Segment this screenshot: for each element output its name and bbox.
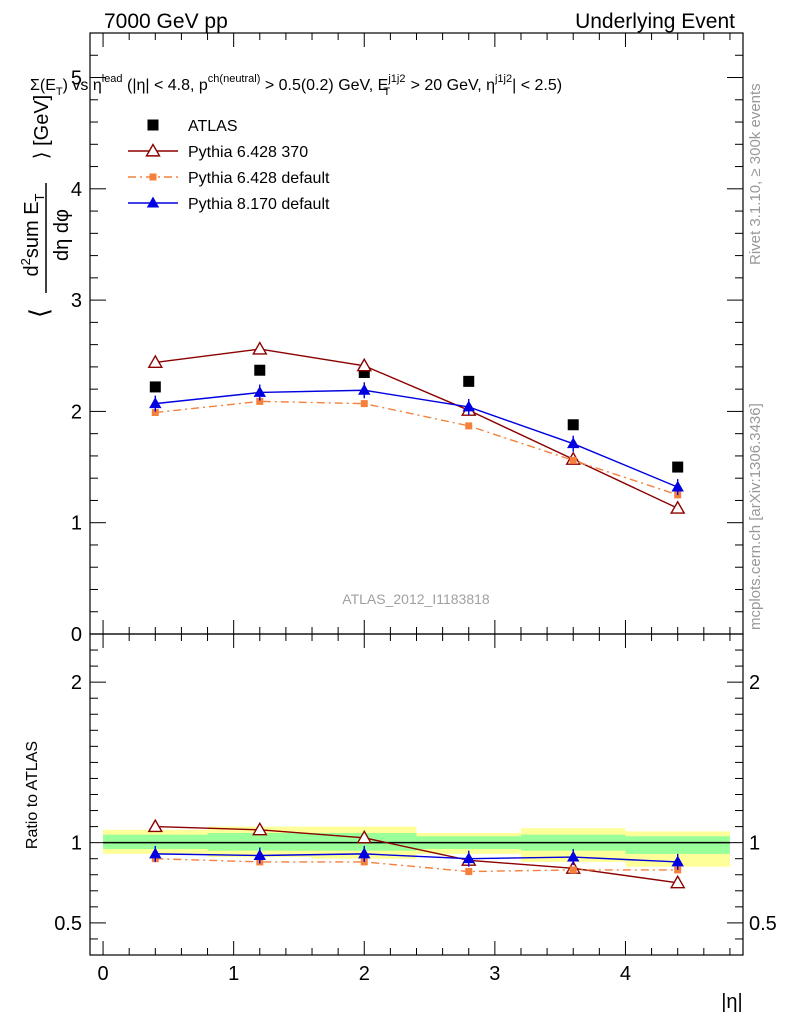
x-tick-label: 3 <box>489 963 500 985</box>
pythia6-370-point <box>252 341 268 355</box>
ratio-pythia8-point <box>253 849 266 860</box>
legend-label: Pythia 8.170 default <box>188 196 330 213</box>
y-label-bracket-open: ⟨ <box>24 308 54 318</box>
title-sub: T <box>383 86 390 98</box>
legend-label: Pythia 6.428 370 <box>188 144 308 161</box>
ratio-band-inner <box>625 836 730 854</box>
y-tick-label-right: 0.5 <box>749 913 777 935</box>
x-tick-label: 4 <box>620 963 631 985</box>
y-tick-label: 2 <box>71 401 82 423</box>
ratio-pythia8-point <box>149 847 162 859</box>
x-axis-label: |η| <box>721 991 743 1013</box>
atlas-point <box>567 419 579 431</box>
chart-title: Σ(ET) vs ηlead (|η| < 4.8, pch(neutral) … <box>30 73 562 98</box>
ratio-pythia6-370-point <box>252 821 268 836</box>
header-left: 7000 GeV pp <box>104 10 228 33</box>
y-tick-label: 0.5 <box>54 913 82 935</box>
y-tick-label-right: 1 <box>749 833 760 855</box>
pythia6-default-point <box>569 456 577 464</box>
ratio-frame <box>89 633 744 956</box>
y-tick-label-right: 2 <box>749 672 760 694</box>
ratio-band-inner <box>207 833 313 851</box>
pythia8-point <box>462 400 475 412</box>
ratio-series-line <box>155 853 678 863</box>
title-sup: lead <box>102 73 123 85</box>
y-label-unit: ⟩ [GeV] <box>31 95 53 160</box>
title-sub: T <box>56 86 63 98</box>
atlas-point <box>149 381 161 393</box>
ratio-panel: 0 1 2 3 4 0.5 0.5 1 1 2 2 <box>54 633 777 985</box>
y-axis-label-main: d2sum ET dη dφ ⟨ ⟩ [GeV] <box>18 95 73 318</box>
series-line <box>155 389 678 488</box>
rivet-label: Rivet 3.1.10, ≥ 300k events <box>747 83 764 265</box>
title-sup: j1j2 <box>494 73 512 85</box>
y-tick-label: 0 <box>71 624 82 646</box>
y-tick-label: 5 <box>71 68 82 90</box>
x-tick-label: 0 <box>97 963 108 985</box>
pythia8-point <box>567 437 580 449</box>
title-part: > 20 GeV, η <box>406 77 495 94</box>
pythia6-default-point <box>465 422 473 430</box>
atlas-point <box>358 366 370 378</box>
legend-pythia8-marker <box>146 196 160 208</box>
ratio-pythia8-point <box>358 847 371 859</box>
pythia8-point <box>149 397 162 409</box>
title-part: Σ(E <box>30 77 56 94</box>
analysis-watermark: ATLAS_2012_I1183818 <box>342 591 490 607</box>
ratio-band-inner <box>103 834 208 850</box>
ratio-pythia6-default-point <box>674 866 682 874</box>
pythia8-point <box>671 480 684 492</box>
ratio-series-line <box>155 858 678 873</box>
ratio-pythia8-point <box>567 850 580 862</box>
legend-pythia6-default-marker <box>149 173 157 181</box>
title-part: ) vs η <box>63 77 102 94</box>
atlas-point <box>463 375 475 387</box>
atlas-point <box>254 364 266 376</box>
legend-atlas-marker <box>147 119 159 131</box>
pythia6-370-point <box>356 357 372 372</box>
legend-label: Pythia 6.428 default <box>188 170 330 187</box>
atlas-point <box>672 461 684 473</box>
ratio-series-line <box>155 825 678 884</box>
legend-pythia6-370-marker <box>145 143 161 157</box>
series-line <box>155 400 678 496</box>
ratio-pythia6-default-point <box>465 868 473 876</box>
y-label-numerator: d2sum ET <box>18 193 47 276</box>
pythia8-point <box>253 386 266 397</box>
y-tick-label: 3 <box>71 290 82 312</box>
title-part: > 0.5(0.2) GeV, E <box>260 77 388 94</box>
ratio-pythia8-point <box>462 852 475 864</box>
pythia8-point <box>358 383 371 395</box>
y-tick-label: 4 <box>71 179 82 201</box>
y-tick-label: 1 <box>71 513 82 535</box>
ratio-pythia6-default-point <box>569 866 577 874</box>
header-right: Underlying Event <box>575 10 735 33</box>
x-tick-label: 2 <box>359 963 370 985</box>
title-sup: j1j2 <box>387 73 405 85</box>
ratio-pythia6-default-point <box>360 858 368 866</box>
legend: ATLAS Pythia 6.428 370 Pythia 6.428 defaul… <box>128 118 330 213</box>
y-tick-label: 2 <box>71 672 82 694</box>
y-label-denominator: dη dφ <box>51 209 73 261</box>
legend-label: ATLAS <box>188 118 238 135</box>
ratio-pythia6-370-point <box>669 874 686 889</box>
pythia6-370-point <box>147 354 164 369</box>
pythia6-default-point <box>360 400 368 408</box>
x-tick-label: 1 <box>228 963 239 985</box>
title-part: | < 2.5) <box>512 77 562 94</box>
y-tick-label: 1 <box>71 833 82 855</box>
ratio-pythia6-370-point <box>147 818 164 833</box>
series-line <box>155 348 678 509</box>
main-panel: 0 1 2 3 4 5 <box>71 32 744 646</box>
pythia6-default-point <box>256 397 264 405</box>
ratio-pythia6-370-point <box>356 829 372 844</box>
mcplots-label: mcplots.cern.ch [arXiv:1306.3436] <box>747 403 764 630</box>
pythia6-370-point <box>669 500 686 514</box>
pythia6-default-point <box>151 409 159 417</box>
title-part: (|η| < 4.8, p <box>123 77 208 94</box>
y-axis-label-ratio: Ratio to ATLAS <box>24 741 41 849</box>
title-sup: ch(neutral) <box>208 73 261 85</box>
ratio-pythia8-point <box>671 855 684 867</box>
